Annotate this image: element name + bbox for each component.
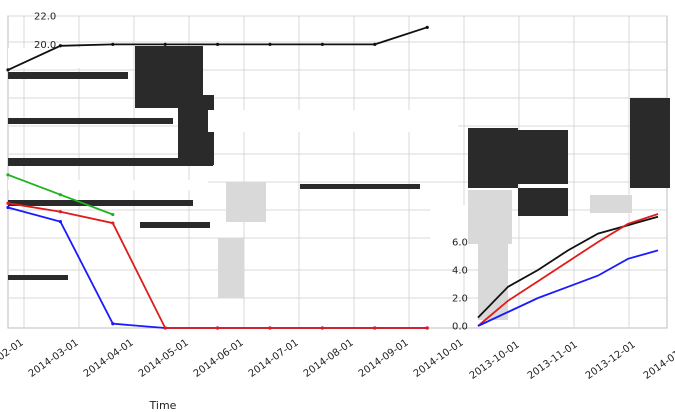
inset-y-tick-label: 6.0 [452, 238, 468, 249]
series-point [6, 205, 10, 210]
render-artifact [468, 190, 512, 244]
render-artifact [208, 110, 458, 132]
render-artifact [518, 188, 568, 216]
series-point [216, 42, 220, 46]
series-point [268, 42, 272, 46]
series-layer [6, 25, 659, 330]
inset-y-tick-label: 0.0 [452, 322, 468, 333]
inset-y-tick-label: 2.0 [452, 294, 468, 305]
render-artifact [8, 180, 208, 190]
render-artifact [590, 195, 632, 213]
series-point [58, 44, 63, 48]
series-point [320, 42, 324, 46]
x-tick-label: 2014-07-01 [247, 337, 301, 379]
x-tick-label: 2014-03-01 [27, 337, 81, 379]
inset-x-tick-label: 2013-11-01 [526, 339, 580, 381]
series-point [58, 210, 63, 214]
series-point [111, 42, 115, 46]
x-tick-label: 2014-02-01 [0, 337, 26, 379]
series-point [268, 326, 272, 330]
inset-series-line-1 [477, 213, 659, 327]
grid-layer [7, 15, 668, 329]
series-point [6, 201, 10, 205]
x-tick-label: 2014-06-01 [192, 337, 246, 379]
series-point [373, 326, 377, 330]
series-point [320, 326, 324, 330]
x-tick-label: 2014-04-01 [82, 337, 136, 379]
inset-series-line-2 [477, 249, 659, 327]
render-artifact [468, 128, 518, 188]
series-point [163, 42, 167, 46]
x-tick-label: 2014-05-01 [137, 337, 191, 379]
render-artifact [518, 130, 568, 184]
x-tick-label: 2014-10-01 [412, 337, 466, 379]
series-point [216, 326, 220, 330]
render-artifact [8, 72, 128, 79]
render-artifact [8, 275, 68, 280]
series-point [6, 68, 10, 72]
series-point [425, 326, 429, 330]
render-artifact [226, 182, 266, 222]
series-point [58, 193, 63, 197]
x-tick-label: 2014-08-01 [302, 337, 356, 379]
inset-y-tick-label: 4.0 [452, 266, 468, 277]
x-axis-title: Time [149, 399, 177, 412]
render-artifact [8, 200, 193, 206]
glitch-overlay [8, 46, 670, 320]
render-artifact [478, 238, 508, 320]
render-artifact [140, 222, 210, 228]
series-point [6, 173, 10, 177]
series-point [111, 221, 115, 225]
render-artifact [630, 98, 670, 188]
render-artifact [8, 48, 133, 68]
render-artifact [218, 238, 244, 298]
y-tick-label: 20.0 [34, 40, 56, 51]
x-tick-label: 2014-09-01 [357, 337, 411, 379]
y-tick-label: 22.0 [34, 12, 56, 23]
series-line-1 [7, 202, 428, 329]
series-point [111, 322, 115, 326]
inset-x-tick-label: 2013-10-01 [468, 339, 522, 381]
series-point [111, 212, 115, 217]
series-point [373, 42, 377, 46]
render-artifact [8, 118, 173, 124]
series-line-0 [7, 206, 428, 329]
inset-x-tick-label: 2014-01-01 [642, 339, 675, 381]
series-point [58, 220, 63, 224]
series-point [425, 25, 429, 29]
series-point [163, 326, 167, 330]
render-artifact [8, 158, 213, 166]
render-artifact [430, 205, 468, 240]
inset-series-line-0 [477, 215, 659, 319]
inset-x-tick-label: 2013-12-01 [584, 339, 638, 381]
render-artifact [300, 184, 420, 189]
